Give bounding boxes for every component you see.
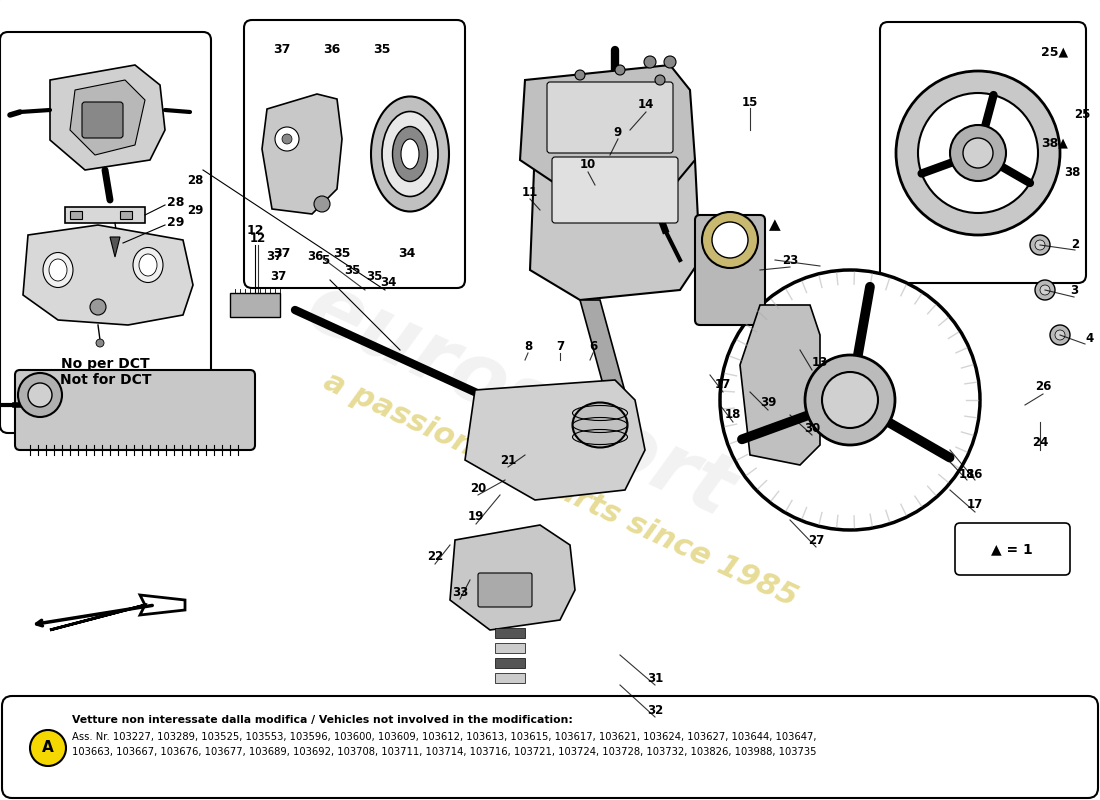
Text: 27: 27 (807, 534, 824, 546)
Circle shape (90, 299, 106, 315)
Text: 10: 10 (580, 158, 596, 171)
Text: A: A (42, 741, 54, 755)
Polygon shape (450, 525, 575, 630)
Text: 32: 32 (647, 703, 663, 717)
Ellipse shape (393, 126, 428, 182)
Polygon shape (110, 237, 120, 257)
Bar (230, 293, 280, 317)
Circle shape (314, 196, 330, 212)
Ellipse shape (139, 254, 157, 276)
Text: 28: 28 (187, 174, 204, 186)
Text: 13: 13 (812, 357, 828, 370)
Bar (495, 628, 525, 638)
Text: 37: 37 (273, 43, 290, 56)
Text: a passion for parts since 1985: a passion for parts since 1985 (319, 367, 802, 613)
FancyBboxPatch shape (15, 370, 255, 450)
Polygon shape (580, 300, 630, 410)
Text: 37: 37 (266, 250, 282, 263)
Polygon shape (23, 225, 192, 325)
Text: 22: 22 (427, 550, 443, 563)
Circle shape (275, 127, 299, 151)
Text: 11: 11 (521, 186, 538, 198)
Text: 39: 39 (760, 397, 777, 410)
Circle shape (30, 730, 66, 766)
Ellipse shape (371, 97, 449, 211)
Text: 36: 36 (323, 43, 341, 56)
Text: 38▲: 38▲ (1041, 137, 1068, 150)
FancyBboxPatch shape (478, 573, 532, 607)
Bar (495, 658, 525, 668)
Ellipse shape (402, 139, 419, 169)
Polygon shape (70, 80, 145, 155)
Text: 103663, 103667, 103676, 103677, 103689, 103692, 103708, 103711, 103714, 103716, : 103663, 103667, 103676, 103677, 103689, … (72, 747, 816, 757)
Bar (65, 207, 145, 223)
Text: 18: 18 (959, 467, 976, 481)
Circle shape (1030, 235, 1050, 255)
Circle shape (1035, 280, 1055, 300)
Text: 18: 18 (725, 409, 741, 422)
Text: 4: 4 (1086, 331, 1094, 345)
Text: ▲ = 1: ▲ = 1 (991, 542, 1033, 556)
Polygon shape (465, 380, 645, 500)
Polygon shape (50, 595, 185, 630)
Text: 5: 5 (321, 254, 329, 266)
Text: 37: 37 (270, 270, 286, 282)
Text: 35: 35 (366, 270, 382, 282)
Bar (495, 673, 525, 683)
Circle shape (664, 56, 676, 68)
Bar (70, 211, 82, 219)
Text: 14: 14 (638, 98, 654, 111)
Circle shape (918, 93, 1038, 213)
Text: 28: 28 (167, 197, 185, 210)
Text: 8: 8 (524, 339, 532, 353)
Polygon shape (740, 305, 820, 465)
Text: 16: 16 (967, 467, 983, 481)
Circle shape (712, 222, 748, 258)
Text: 24: 24 (1032, 435, 1048, 449)
Ellipse shape (50, 259, 67, 281)
FancyBboxPatch shape (695, 215, 764, 325)
Text: 36: 36 (307, 250, 323, 263)
Text: 21: 21 (499, 454, 516, 466)
Text: 19: 19 (468, 510, 484, 523)
Text: 31: 31 (647, 671, 663, 685)
Text: 38: 38 (1064, 166, 1080, 178)
Circle shape (644, 56, 656, 68)
Text: Ass. Nr. 103227, 103289, 103525, 103553, 103596, 103600, 103609, 103612, 103613,: Ass. Nr. 103227, 103289, 103525, 103553,… (72, 732, 816, 742)
Bar (120, 211, 132, 219)
FancyBboxPatch shape (244, 20, 465, 288)
FancyBboxPatch shape (552, 157, 678, 223)
FancyBboxPatch shape (2, 696, 1098, 798)
Polygon shape (262, 94, 342, 214)
Text: 26: 26 (1035, 381, 1052, 394)
Circle shape (18, 373, 62, 417)
Circle shape (28, 383, 52, 407)
FancyBboxPatch shape (955, 523, 1070, 575)
Text: 12: 12 (250, 231, 266, 245)
Circle shape (896, 71, 1060, 235)
Circle shape (654, 75, 666, 85)
Polygon shape (520, 65, 695, 200)
Text: Vetture non interessate dalla modifica / Vehicles not involved in the modificati: Vetture non interessate dalla modifica /… (72, 715, 573, 725)
Ellipse shape (133, 247, 163, 282)
Text: 3: 3 (1070, 285, 1078, 298)
Circle shape (702, 212, 758, 268)
Circle shape (1055, 330, 1065, 340)
Text: 2: 2 (1071, 238, 1079, 250)
Text: 33: 33 (452, 586, 469, 598)
FancyBboxPatch shape (880, 22, 1086, 283)
Circle shape (1035, 240, 1045, 250)
Circle shape (720, 270, 980, 530)
Polygon shape (530, 130, 700, 300)
Ellipse shape (572, 402, 627, 447)
Circle shape (950, 125, 1006, 181)
Circle shape (1040, 285, 1050, 295)
Text: 35: 35 (373, 43, 390, 56)
Polygon shape (50, 65, 165, 170)
Circle shape (615, 65, 625, 75)
Text: 35: 35 (333, 247, 351, 260)
Ellipse shape (382, 111, 438, 197)
Text: 35: 35 (344, 263, 360, 277)
Text: 34: 34 (379, 275, 396, 289)
